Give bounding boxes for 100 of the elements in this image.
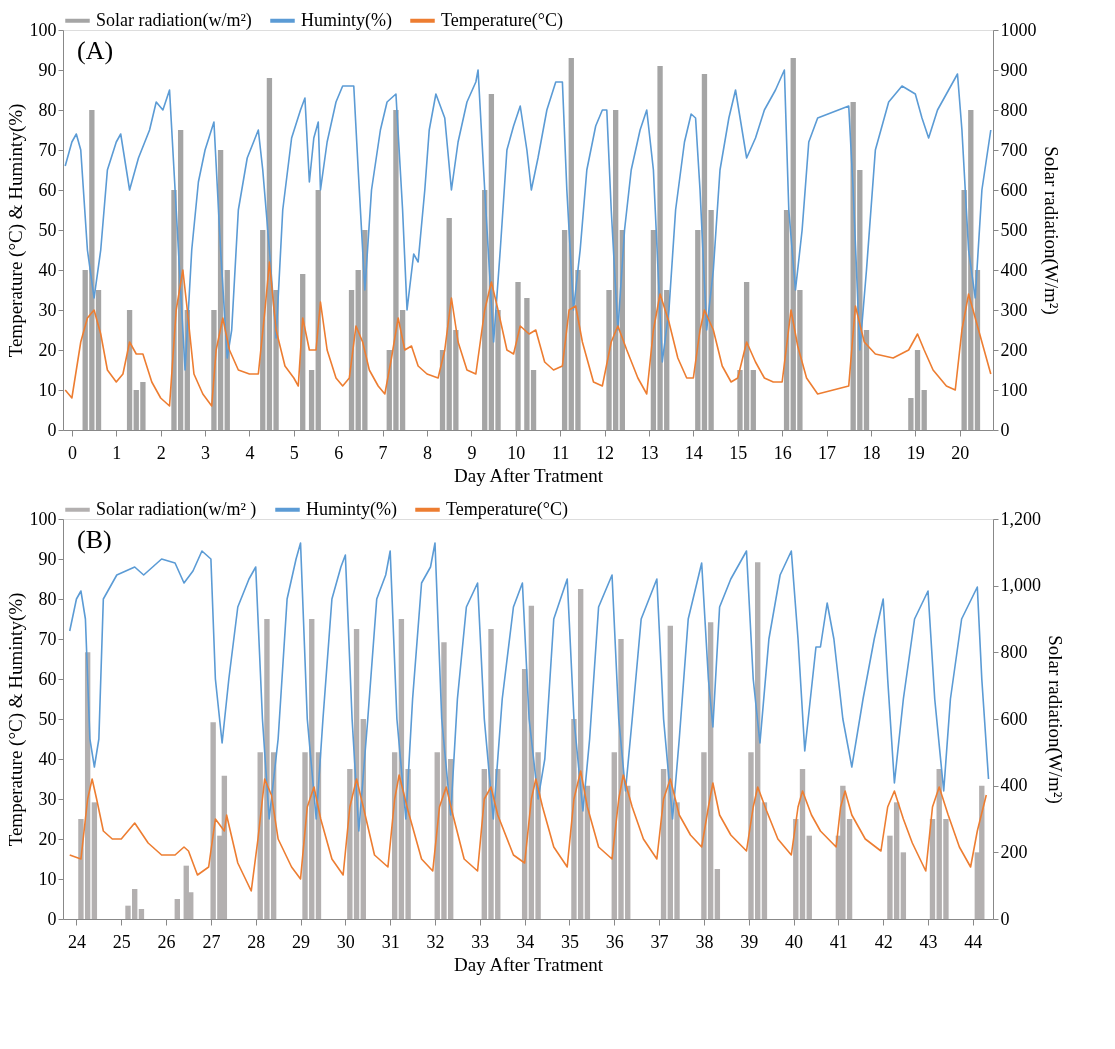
- y-tick-label: 80: [38, 588, 57, 609]
- y2-tick-label: 600: [1000, 708, 1028, 729]
- y-tick-label: 20: [38, 339, 57, 360]
- annotation: (A): [77, 36, 114, 65]
- y-axis-title: Temperature (°C) & Huminty(%): [4, 592, 27, 847]
- legend-label: Solar radiation(w/m² ): [96, 498, 257, 520]
- legend-label: Solar radiation(w/m²): [96, 9, 252, 31]
- y2-tick-label: 1,200: [1000, 508, 1041, 529]
- x-tick-label: 7: [378, 442, 388, 463]
- x-tick-label: 17: [818, 442, 837, 463]
- x-tick-label: 3: [201, 442, 211, 463]
- bar: [863, 330, 870, 430]
- y-tick-label: 0: [47, 419, 57, 440]
- y2-tick-label: 1000: [1000, 19, 1037, 40]
- x-tick-label: 19: [906, 442, 925, 463]
- x-tick-label: 44: [964, 931, 983, 952]
- y2-tick-label: 200: [1000, 339, 1028, 360]
- x-tick-label: 12: [596, 442, 615, 463]
- x-tick-label: 41: [829, 931, 848, 952]
- x-tick-label: 27: [202, 931, 221, 952]
- x-tick-label: 42: [874, 931, 893, 952]
- y-tick-label: 20: [38, 828, 57, 849]
- y-tick-label: 0: [47, 908, 57, 929]
- line-series: [68, 770, 988, 892]
- bar: [308, 370, 315, 430]
- y-tick-label: 30: [38, 299, 57, 320]
- y2-tick-label: 700: [1000, 139, 1028, 160]
- x-tick-label: 0: [67, 442, 77, 463]
- x-tick-label: 33: [471, 931, 490, 952]
- y-tick-label: 90: [38, 59, 57, 80]
- x-tick-label: 18: [862, 442, 881, 463]
- y2-tick-label: 900: [1000, 59, 1028, 80]
- x-tick-label: 30: [336, 931, 355, 952]
- x-tick-label: 15: [729, 442, 748, 463]
- y-tick-label: 40: [38, 259, 57, 280]
- y-tick-label: 100: [29, 19, 57, 40]
- x-axis-title: Day After Tratment: [454, 953, 604, 975]
- y-tick-label: 40: [38, 748, 57, 769]
- line-series: [64, 69, 992, 371]
- x-tick-label: 1: [112, 442, 122, 463]
- x-tick-label: 34: [516, 931, 535, 952]
- y2-axis-title: Solar radiation(W/m²): [1039, 146, 1062, 315]
- legend-label: Temperature(°C): [441, 9, 563, 31]
- x-tick-label: 24: [67, 931, 86, 952]
- y2-tick-label: 400: [1000, 775, 1028, 796]
- y2-tick-label: 300: [1000, 299, 1028, 320]
- y-tick-label: 70: [38, 628, 57, 649]
- y-tick-label: 70: [38, 139, 57, 160]
- bar: [900, 852, 907, 919]
- bar: [515, 282, 521, 430]
- y-axis-title: Temperature (°C) & Huminty(%): [4, 103, 27, 358]
- bar: [174, 899, 180, 919]
- x-tick-label: 31: [381, 931, 400, 952]
- y2-tick-label: 0: [1000, 908, 1010, 929]
- y-tick-label: 60: [38, 179, 57, 200]
- x-tick-label: 39: [740, 931, 759, 952]
- x-tick-label: 6: [334, 442, 344, 463]
- legend-label: Huminty(%): [306, 498, 397, 520]
- x-tick-label: 36: [605, 931, 624, 952]
- bar: [750, 370, 756, 430]
- line-series: [64, 261, 992, 407]
- legend-label: Huminty(%): [301, 9, 392, 31]
- y2-tick-label: 100: [1000, 379, 1028, 400]
- legend-label: Temperature(°C): [446, 498, 568, 520]
- y2-tick-label: 400: [1000, 259, 1028, 280]
- bar: [761, 802, 768, 919]
- x-tick-label: 32: [426, 931, 445, 952]
- x-tick-label: 29: [292, 931, 311, 952]
- x-tick-label: 9: [467, 442, 477, 463]
- y2-tick-label: 0: [1000, 419, 1010, 440]
- y-tick-label: 60: [38, 668, 57, 689]
- y-tick-label: 50: [38, 708, 57, 729]
- x-tick-label: 5: [289, 442, 299, 463]
- bar: [91, 802, 98, 919]
- bar: [714, 869, 721, 919]
- bar: [921, 390, 927, 430]
- x-tick-label: 25: [112, 931, 131, 952]
- x-tick-label: 40: [785, 931, 804, 952]
- y2-axis-title: Solar radiation(W/m²): [1044, 635, 1066, 804]
- y-tick-label: 30: [38, 788, 57, 809]
- y-tick-label: 90: [38, 548, 57, 569]
- x-tick-label: 43: [919, 931, 938, 952]
- x-tick-label: 38: [695, 931, 714, 952]
- bar: [126, 310, 133, 430]
- x-tick-label: 16: [773, 442, 792, 463]
- y2-tick-label: 1,000: [1000, 575, 1041, 596]
- x-tick-label: 28: [247, 931, 266, 952]
- x-tick-label: 13: [640, 442, 659, 463]
- y-tick-label: 100: [29, 508, 57, 529]
- annotation: (B): [77, 525, 112, 554]
- x-axis-title: Day After Tratment: [454, 464, 604, 486]
- y-tick-label: 80: [38, 99, 57, 120]
- x-tick-label: 8: [423, 442, 433, 463]
- y-tick-label: 50: [38, 219, 57, 240]
- y2-tick-label: 800: [1000, 641, 1028, 662]
- y2-tick-label: 600: [1000, 179, 1028, 200]
- y-tick-label: 10: [38, 868, 57, 889]
- x-tick-label: 35: [560, 931, 579, 952]
- x-tick-label: 11: [552, 442, 570, 463]
- x-tick-label: 37: [650, 931, 669, 952]
